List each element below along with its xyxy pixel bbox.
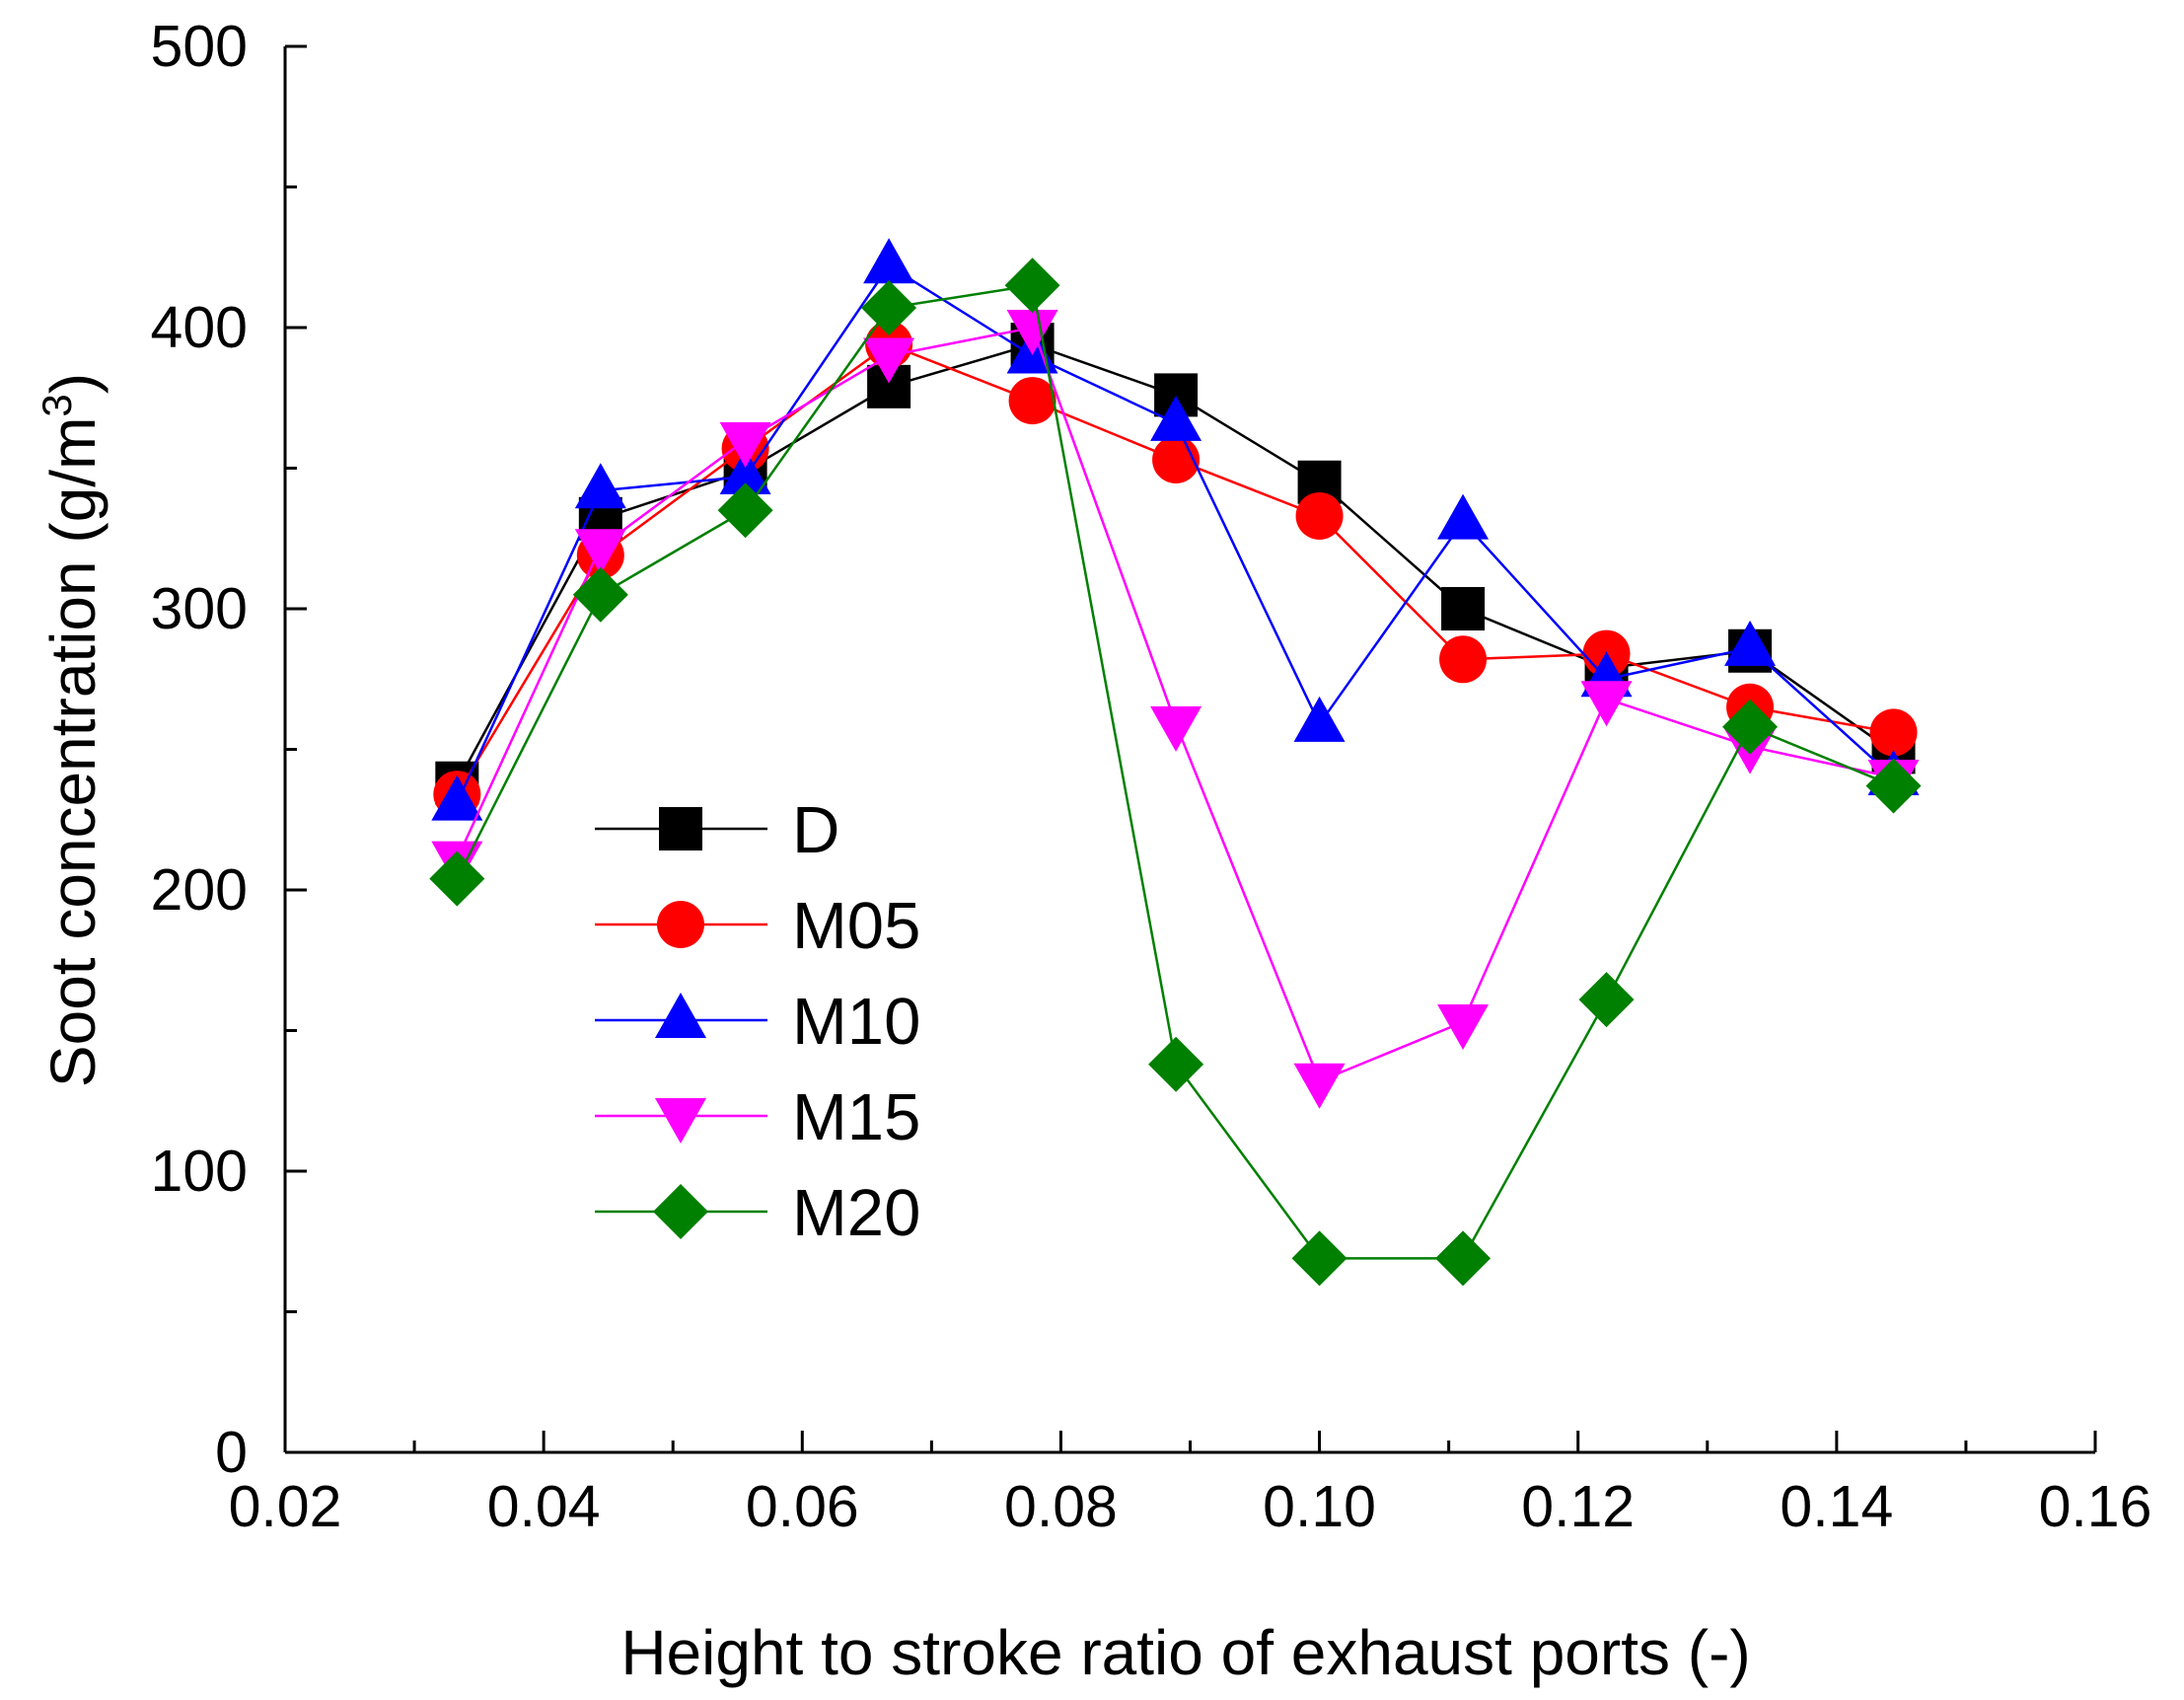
data-point <box>1869 708 1918 757</box>
data-point <box>1006 310 1058 355</box>
data-point <box>1437 493 1490 540</box>
legend-label: M05 <box>792 889 920 963</box>
legend-item-d: D <box>595 793 839 867</box>
y-tick-label: 500 <box>151 14 248 79</box>
x-tick-label: 0.02 <box>229 1474 342 1539</box>
data-point <box>1291 1230 1347 1287</box>
x-tick-label: 0.12 <box>1521 1474 1635 1539</box>
data-point <box>1004 258 1060 314</box>
data-point <box>863 238 915 284</box>
data-point <box>1295 491 1344 540</box>
data-point <box>1150 705 1202 752</box>
data-point <box>1148 1036 1204 1092</box>
data-point <box>1441 587 1486 630</box>
data-point <box>1580 681 1633 727</box>
legend-marker <box>657 901 704 948</box>
data-point <box>1722 699 1779 755</box>
data-point <box>1437 1003 1490 1050</box>
series-m15 <box>431 310 1920 1109</box>
x-tick-label: 0.04 <box>487 1474 601 1539</box>
data-point <box>717 482 773 539</box>
data-point <box>429 850 485 907</box>
y-axis-title-main: Soot concentration (g/m <box>37 417 109 1087</box>
y-axis-title: Soot concentration (g/m3) <box>34 373 109 1087</box>
data-point <box>863 337 915 384</box>
legend-label: M10 <box>792 985 920 1059</box>
data-point <box>1293 1063 1346 1109</box>
x-tick-label: 0.08 <box>1004 1474 1118 1539</box>
data-point <box>1865 758 1922 814</box>
legend-item-m05: M05 <box>595 889 920 963</box>
data-point <box>1439 635 1488 684</box>
y-tick-label: 300 <box>151 576 248 641</box>
x-tick-label: 0.14 <box>1780 1474 1893 1539</box>
legend-item-m15: M15 <box>595 1080 920 1154</box>
legend-marker <box>653 1184 708 1239</box>
data-point <box>861 280 917 336</box>
data-point <box>574 463 626 509</box>
y-axis-title-superscript: 3 <box>34 394 80 416</box>
legend-label: M15 <box>792 1080 920 1154</box>
x-tick-label: 0.16 <box>2039 1474 2152 1539</box>
data-point <box>1293 696 1346 742</box>
y-tick-label: 100 <box>151 1139 248 1204</box>
y-tick-label: 200 <box>151 857 248 923</box>
x-tick-label: 0.06 <box>746 1474 859 1539</box>
x-tick-label: 0.10 <box>1263 1474 1376 1539</box>
y-tick-label: 400 <box>151 295 248 360</box>
y-tick-label: 0 <box>215 1420 248 1485</box>
series-m20 <box>429 258 1922 1287</box>
data-point <box>1435 1230 1492 1287</box>
data-point <box>1150 395 1202 441</box>
data-point <box>719 449 771 495</box>
legend-item-m20: M20 <box>595 1176 920 1250</box>
legend: D M05 M10 M15 M20 <box>595 793 920 1250</box>
legend-label: M20 <box>792 1176 920 1250</box>
series-layer <box>429 238 1922 1287</box>
data-point <box>1008 377 1056 425</box>
data-point <box>719 422 771 468</box>
legend-item-m10: M10 <box>595 985 920 1059</box>
data-point <box>1724 620 1777 666</box>
data-point <box>574 529 626 575</box>
y-axis-title-close: ) <box>37 373 109 394</box>
x-axis-title: Height to stroke ratio of exhaust ports … <box>620 1617 1750 1688</box>
data-point <box>572 566 628 623</box>
legend-label: D <box>792 793 839 867</box>
legend-marker <box>655 1098 706 1144</box>
data-point <box>1578 972 1635 1028</box>
legend-marker <box>655 993 706 1038</box>
legend-marker <box>659 807 702 850</box>
data-point <box>431 775 483 821</box>
axes: 0.02 0.04 0.06 0.08 0.10 0.12 0.14 0.16 0 100 200 3… <box>151 14 2152 1539</box>
